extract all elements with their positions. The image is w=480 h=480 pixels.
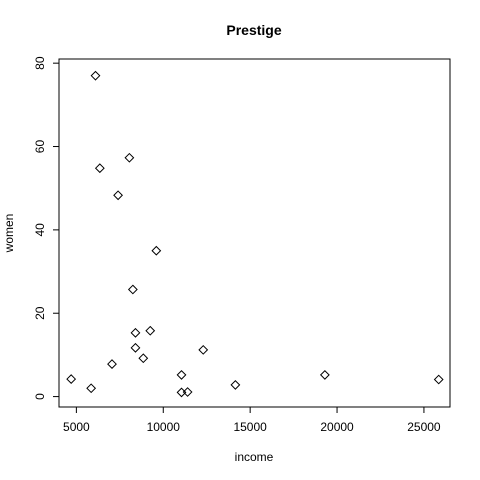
plot-frame bbox=[58, 58, 451, 408]
x-axis-label: income bbox=[235, 450, 274, 464]
y-axis-label: women bbox=[2, 214, 16, 254]
data-point bbox=[151, 245, 162, 256]
data-point bbox=[145, 325, 156, 336]
data-point bbox=[176, 370, 187, 380]
data-point bbox=[66, 374, 77, 384]
data-point bbox=[130, 342, 141, 353]
y-tick-label: 60 bbox=[33, 140, 47, 154]
data-point bbox=[94, 163, 105, 174]
data-point bbox=[86, 383, 97, 394]
data-point bbox=[127, 284, 138, 295]
x-axis: 5000 10000 15000 20000 25000 bbox=[63, 406, 441, 434]
data-point bbox=[130, 327, 141, 338]
x-tick-label: 25000 bbox=[407, 420, 441, 434]
data-point bbox=[182, 387, 193, 397]
data-point bbox=[198, 344, 209, 355]
data-point bbox=[433, 374, 444, 385]
chart-title: Prestige bbox=[226, 22, 281, 38]
y-tick-label: 40 bbox=[33, 223, 47, 237]
y-tick-label: 20 bbox=[33, 306, 47, 320]
data-point bbox=[107, 359, 117, 369]
data-points bbox=[66, 70, 444, 398]
x-tick-label: 5000 bbox=[63, 420, 90, 434]
data-point bbox=[113, 190, 123, 201]
y-tick-label: 0 bbox=[33, 393, 47, 400]
data-point bbox=[138, 353, 149, 364]
data-point bbox=[319, 370, 330, 380]
y-tick-label: 80 bbox=[33, 56, 47, 70]
data-point bbox=[124, 152, 135, 163]
data-point bbox=[230, 380, 241, 390]
x-tick-label: 15000 bbox=[233, 420, 267, 434]
x-tick-label: 10000 bbox=[147, 420, 181, 434]
x-tick-label: 20000 bbox=[320, 420, 354, 434]
y-axis: 0 20 40 60 80 bbox=[33, 56, 60, 400]
data-point bbox=[90, 70, 101, 81]
